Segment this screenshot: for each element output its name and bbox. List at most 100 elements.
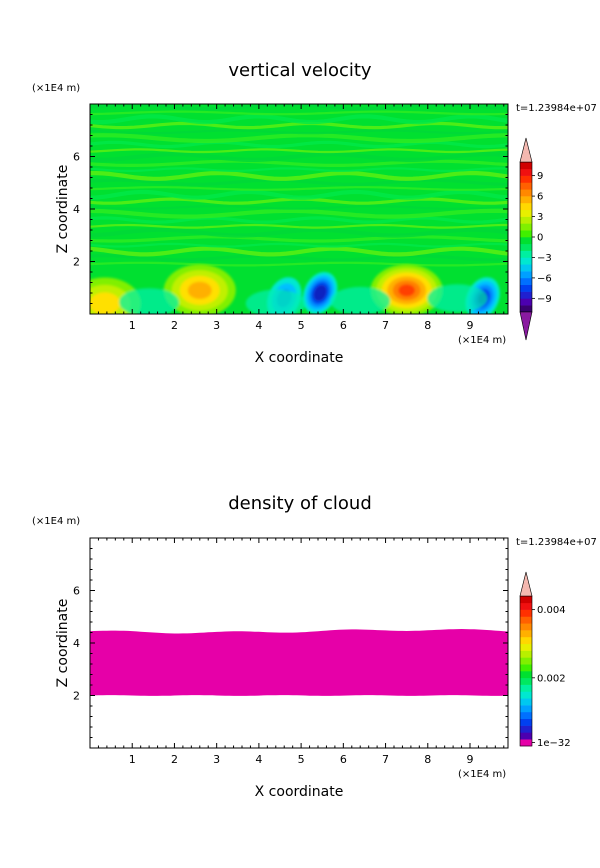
y-tick-label: 4: [73, 637, 80, 650]
velocity-x-label: X coordinate: [255, 350, 344, 366]
colorbar-swatch: [520, 291, 532, 299]
velocity-contour-band: [90, 133, 508, 144]
colorbar-swatch: [520, 209, 532, 217]
colorbar-swatch: [520, 657, 532, 665]
colorbar-swatch: [520, 298, 532, 306]
colorbar-swatch: [520, 271, 532, 279]
colorbar-swatch: [520, 609, 532, 617]
colorbar-swatch: [520, 732, 532, 740]
velocity-contour-band: [90, 170, 508, 181]
velocity-contour-band: [90, 227, 508, 238]
colorbar-swatch: [520, 630, 532, 638]
colorbar-swatch: [520, 596, 532, 604]
x-tick-label: 7: [382, 319, 389, 332]
y-tick-label: 2: [73, 256, 80, 269]
colorbar-swatch: [520, 725, 532, 733]
velocity-contour-band: [90, 159, 508, 167]
colorbar-tick-label: 9: [537, 171, 543, 182]
x-tick-label: 8: [424, 753, 431, 766]
colorbar-swatch: [520, 175, 532, 183]
velocity-contour-band: [90, 178, 508, 186]
colorbar-swatch: [520, 243, 532, 251]
updraft-contour: [398, 284, 415, 297]
colorbar-swatch: [520, 671, 532, 679]
velocity-contour-band: [90, 114, 508, 125]
velocity-contour-band: [90, 186, 508, 191]
cloud-x-ticks: 1 2 3 4 5 6 7 8 9: [89, 538, 505, 766]
cloud-colorbar: 0.004 0.002 1e−32: [519, 571, 571, 749]
colorbar-swatch: [520, 684, 532, 692]
velocity-y-unit: (×1E4 m): [32, 83, 80, 94]
velocity-time-label: t=1.23984e+07: [516, 103, 597, 114]
velocity-contour-band: [90, 129, 508, 135]
colorbar-swatch: [520, 691, 532, 699]
colorbar-swatch: [520, 602, 532, 610]
velocity-contour-band: [90, 235, 508, 243]
colorbar-swatch: [520, 698, 532, 706]
velocity-panel: vertical velocity (×1E4 m) t=1.23984e+07…: [32, 60, 597, 366]
colorbar-swatch: [520, 162, 532, 170]
cloud-field: [90, 629, 508, 696]
velocity-y-ticks: 2 4 6: [73, 103, 508, 315]
colorbar-swatch: [520, 250, 532, 258]
colorbar-swatch: [520, 264, 532, 272]
y-tick-label: 2: [73, 690, 80, 703]
cloud-y-unit: (×1E4 m): [32, 516, 80, 527]
downdraft-contour: [313, 284, 327, 302]
colorbar-tick-label: 0.004: [537, 605, 566, 616]
colorbar-swatch: [520, 664, 532, 672]
colorbar-swatch: [520, 636, 532, 645]
velocity-x-unit: (×1E4 m): [458, 335, 506, 346]
velocity-contour-band: [90, 261, 508, 267]
colorbar-swatch: [520, 739, 532, 747]
weak-downdraft-contour: [427, 284, 488, 313]
x-tick-label: 1: [129, 319, 136, 332]
velocity-contour-band: [90, 254, 508, 262]
cloud-y-label: Z coordinate: [55, 599, 71, 688]
colorbar-swatch: [520, 196, 532, 204]
x-tick-label: 6: [340, 753, 347, 766]
colorbar-swatch: [520, 643, 532, 651]
x-tick-label: 2: [171, 319, 178, 332]
x-tick-label: 1: [129, 753, 136, 766]
velocity-contour-band: [90, 167, 508, 172]
colorbar-swatch: [520, 230, 532, 238]
colorbar-max-arrow: [519, 571, 533, 597]
colorbar-max-arrow: [519, 137, 533, 163]
colorbar-swatch: [520, 277, 532, 286]
x-tick-label: 9: [467, 319, 474, 332]
colorbar-swatch: [520, 305, 532, 313]
velocity-contour-band: [90, 104, 508, 111]
colorbar-swatch: [520, 223, 532, 231]
x-tick-label: 6: [340, 319, 347, 332]
x-tick-label: 3: [213, 319, 220, 332]
colorbar-swatch: [520, 237, 532, 245]
colorbar-min-arrow: [519, 311, 533, 341]
velocity-colorbar: 9 6 3 0 −3 −6 −9: [519, 137, 552, 341]
colorbar-swatch: [520, 718, 532, 726]
colorbar-tick-label: −3: [537, 253, 552, 264]
velocity-contour-band: [90, 110, 508, 116]
weak-downdraft-contour: [119, 288, 180, 314]
x-tick-label: 4: [255, 319, 262, 332]
colorbar-swatch: [520, 202, 532, 211]
updraft-contour: [187, 281, 212, 300]
colorbar-swatch: [520, 623, 532, 631]
velocity-contour-band: [90, 208, 508, 219]
velocity-contour-band: [90, 121, 508, 130]
colorbar-swatch: [520, 284, 532, 292]
x-tick-label: 3: [213, 753, 220, 766]
colorbar-swatch: [520, 711, 532, 720]
velocity-contour-band: [90, 205, 508, 210]
x-tick-label: 9: [467, 753, 474, 766]
colorbar-swatch: [520, 189, 532, 197]
cloud-x-label: X coordinate: [255, 784, 344, 800]
colorbar-tick-label: −6: [537, 273, 552, 284]
velocity-contour-band: [90, 151, 508, 163]
x-tick-label: 2: [171, 753, 178, 766]
x-tick-label: 8: [424, 319, 431, 332]
colorbar-swatch: [520, 705, 532, 713]
x-tick-label: 5: [298, 753, 305, 766]
updraft-contour: [90, 292, 121, 314]
